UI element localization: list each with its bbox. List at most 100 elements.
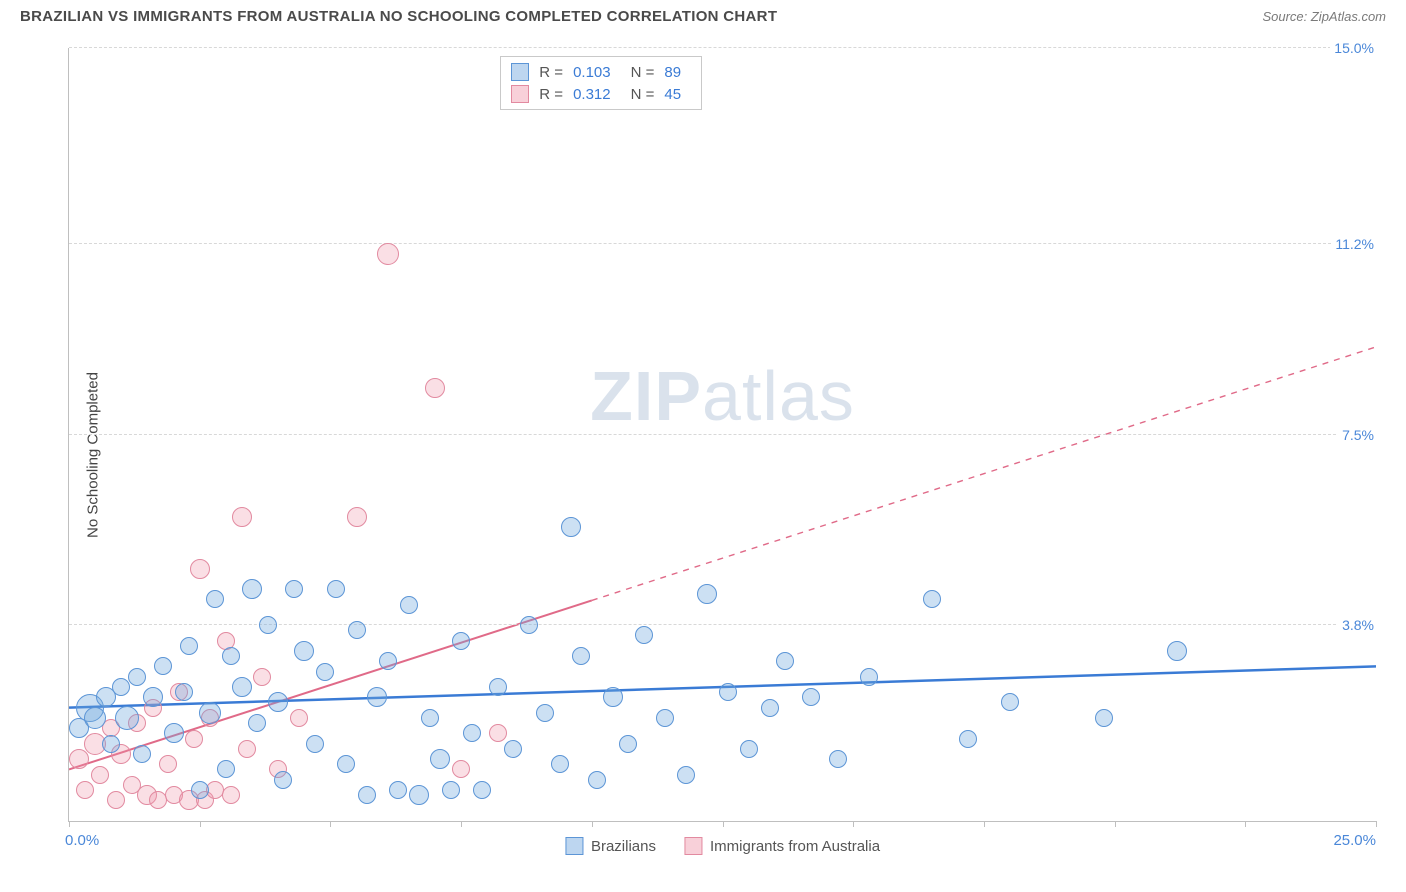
- scatter-point-blue: [473, 781, 491, 799]
- scatter-point-pink: [253, 668, 271, 686]
- scatter-point-pink: [238, 740, 256, 758]
- scatter-point-blue: [421, 709, 439, 727]
- x-max-label: 25.0%: [1333, 832, 1376, 849]
- scatter-point-blue: [588, 771, 606, 789]
- gridline: [69, 434, 1376, 435]
- n-value-blue: 89: [664, 64, 681, 81]
- scatter-point-blue: [504, 740, 522, 758]
- scatter-point-blue: [180, 637, 198, 655]
- legend: Brazilians Immigrants from Australia: [565, 837, 880, 855]
- y-tick-label: 7.5%: [1338, 427, 1378, 443]
- scatter-point-blue: [551, 755, 569, 773]
- x-tick: [1115, 821, 1116, 827]
- scatter-point-blue: [561, 517, 581, 537]
- swatch-pink: [511, 85, 529, 103]
- scatter-point-blue: [1095, 709, 1113, 727]
- scatter-point-blue: [536, 704, 554, 722]
- trend-lines: [69, 48, 1376, 821]
- scatter-point-pink: [489, 724, 507, 742]
- scatter-point-blue: [175, 683, 193, 701]
- scatter-point-pink: [91, 766, 109, 784]
- scatter-point-blue: [489, 678, 507, 696]
- swatch-blue: [511, 63, 529, 81]
- scatter-point-blue: [337, 755, 355, 773]
- legend-label: Brazilians: [591, 838, 656, 855]
- scatter-point-blue: [860, 668, 878, 686]
- scatter-point-blue: [697, 584, 717, 604]
- y-tick-label: 15.0%: [1330, 40, 1378, 56]
- legend-item-blue: Brazilians: [565, 837, 656, 855]
- scatter-point-pink: [222, 786, 240, 804]
- scatter-point-blue: [306, 735, 324, 753]
- scatter-point-blue: [1001, 693, 1019, 711]
- y-tick-label: 3.8%: [1338, 617, 1378, 633]
- scatter-point-blue: [268, 692, 288, 712]
- scatter-point-blue: [442, 781, 460, 799]
- scatter-point-blue: [619, 735, 637, 753]
- scatter-point-blue: [242, 579, 262, 599]
- stats-row: R = 0.312 N = 45: [509, 83, 693, 105]
- scatter-point-pink: [290, 709, 308, 727]
- gridline: [69, 243, 1376, 244]
- scatter-point-blue: [199, 702, 221, 724]
- chart-title: BRAZILIAN VS IMMIGRANTS FROM AUSTRALIA N…: [20, 8, 777, 25]
- scatter-point-blue: [143, 687, 163, 707]
- x-tick: [330, 821, 331, 827]
- scatter-point-pink: [69, 749, 89, 769]
- scatter-point-blue: [191, 781, 209, 799]
- legend-item-pink: Immigrants from Australia: [684, 837, 880, 855]
- scatter-point-pink: [190, 559, 210, 579]
- scatter-point-pink: [347, 507, 367, 527]
- r-value-pink: 0.312: [573, 86, 611, 103]
- scatter-point-blue: [133, 745, 151, 763]
- scatter-point-pink: [425, 378, 445, 398]
- scatter-point-blue: [248, 714, 266, 732]
- scatter-point-blue: [102, 735, 120, 753]
- scatter-point-blue: [274, 771, 292, 789]
- scatter-point-pink: [159, 755, 177, 773]
- gridline: [69, 47, 1376, 48]
- x-origin-label: 0.0%: [65, 832, 99, 849]
- scatter-point-blue: [829, 750, 847, 768]
- x-tick: [984, 821, 985, 827]
- legend-label: Immigrants from Australia: [710, 838, 880, 855]
- r-value-blue: 0.103: [573, 64, 611, 81]
- scatter-point-blue: [776, 652, 794, 670]
- scatter-point-blue: [452, 632, 470, 650]
- source-attribution: Source: ZipAtlas.com: [1262, 9, 1386, 24]
- x-tick: [69, 821, 70, 827]
- n-label: N =: [631, 86, 655, 103]
- scatter-point-blue: [84, 707, 106, 729]
- scatter-point-blue: [128, 668, 146, 686]
- scatter-point-blue: [348, 621, 366, 639]
- scatter-point-blue: [379, 652, 397, 670]
- scatter-point-pink: [232, 507, 252, 527]
- scatter-point-blue: [520, 616, 538, 634]
- scatter-point-blue: [367, 687, 387, 707]
- scatter-point-blue: [463, 724, 481, 742]
- x-tick: [1245, 821, 1246, 827]
- plot-area: ZIPatlas R = 0.103 N = 89 R = 0.312 N = …: [68, 48, 1376, 822]
- scatter-point-blue: [572, 647, 590, 665]
- x-tick: [592, 821, 593, 827]
- scatter-point-blue: [222, 647, 240, 665]
- r-label: R =: [539, 64, 563, 81]
- x-tick: [461, 821, 462, 827]
- scatter-point-blue: [740, 740, 758, 758]
- scatter-point-blue: [923, 590, 941, 608]
- r-label: R =: [539, 86, 563, 103]
- x-tick: [853, 821, 854, 827]
- stats-row: R = 0.103 N = 89: [509, 61, 693, 83]
- chart-container: No Schooling Completed ZIPatlas R = 0.10…: [20, 38, 1386, 872]
- swatch-blue: [565, 837, 583, 855]
- y-tick-label: 11.2%: [1331, 236, 1378, 252]
- x-tick: [1376, 821, 1377, 827]
- correlation-stats-box: R = 0.103 N = 89 R = 0.312 N = 45: [500, 56, 702, 110]
- n-value-pink: 45: [664, 86, 681, 103]
- x-tick: [723, 821, 724, 827]
- scatter-point-blue: [154, 657, 172, 675]
- scatter-point-blue: [115, 706, 139, 730]
- scatter-point-blue: [285, 580, 303, 598]
- scatter-point-blue: [259, 616, 277, 634]
- scatter-point-blue: [409, 785, 429, 805]
